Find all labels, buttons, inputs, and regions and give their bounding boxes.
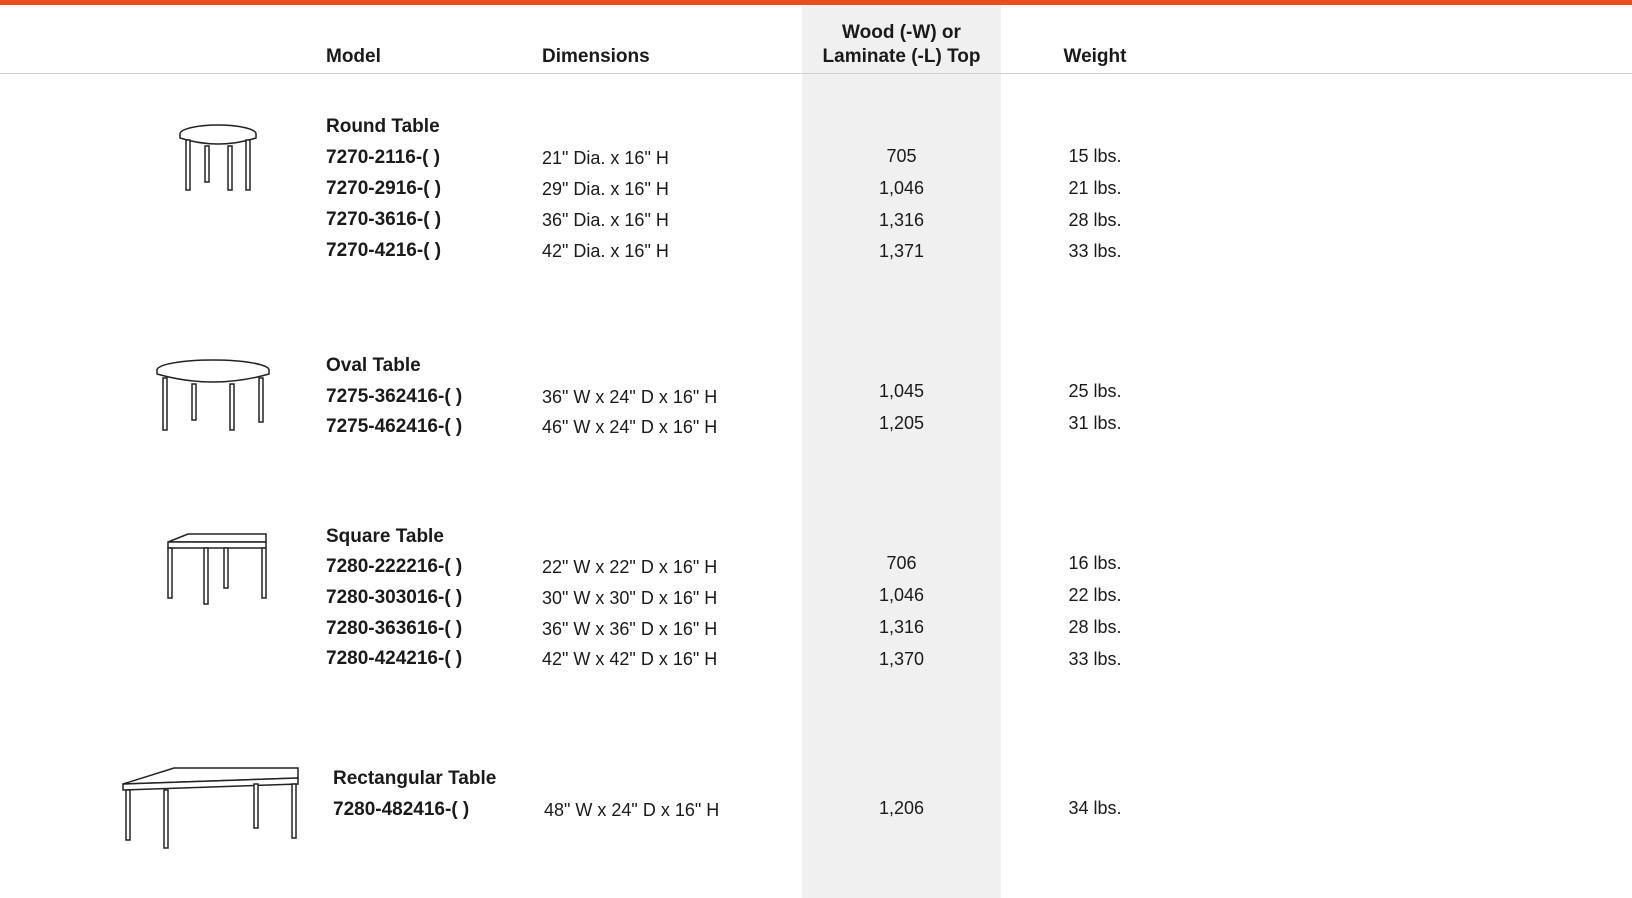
header-model: Model [326, 46, 381, 67]
rectangular-table-icon [122, 767, 299, 849]
price-cell: 1,370 [878, 649, 925, 669]
header-divider [0, 73, 1632, 74]
weight-cell: 33 lbs. [1068, 649, 1122, 669]
model-cell: 7270-2916-( ) [326, 178, 442, 199]
dimensions-cell: 36" Dia. x 16" H [542, 210, 669, 230]
weight-cell: 28 lbs. [1068, 210, 1122, 230]
weight-cell: 22 lbs. [1068, 585, 1122, 605]
dimensions-cell: 46" W x 24" D x 16" H [542, 417, 718, 437]
round-table-icon [179, 124, 257, 191]
price-cell: 1,316 [878, 210, 925, 230]
price-cell: 1,206 [878, 798, 925, 818]
model-cell: 7280-363616-( ) [326, 618, 463, 639]
header-weight: Weight [1063, 46, 1127, 67]
dimensions-cell: 48" W x 24" D x 16" H [544, 800, 720, 820]
group-title-rectangular: Rectangular Table [333, 768, 497, 789]
weight-cell: 25 lbs. [1068, 381, 1122, 401]
dimensions-cell: 42" Dia. x 16" H [542, 241, 669, 261]
dimensions-cell: 29" Dia. x 16" H [542, 179, 669, 199]
model-cell: 7270-4216-( ) [326, 240, 442, 261]
model-cell: 7280-424216-( ) [326, 648, 463, 669]
square-table-icon [167, 533, 267, 605]
weight-cell: 16 lbs. [1068, 553, 1122, 573]
model-cell: 7280-482416-( ) [333, 799, 470, 820]
group-title-round: Round Table [326, 116, 440, 137]
dimensions-cell: 36" W x 36" D x 16" H [542, 619, 718, 639]
model-cell: 7275-462416-( ) [326, 416, 463, 437]
model-cell: 7275-362416-( ) [326, 386, 463, 407]
price-cell: 1,045 [878, 381, 925, 401]
dimensions-cell: 21" Dia. x 16" H [542, 148, 669, 168]
header-price-line2: Laminate (-L) Top [822, 46, 981, 67]
group-title-square: Square Table [326, 526, 444, 547]
model-cell: 7280-303016-( ) [326, 587, 463, 608]
oval-table-icon [156, 359, 270, 431]
price-cell: 1,046 [878, 178, 925, 198]
price-cell: 1,046 [878, 585, 925, 605]
header-price: Wood (-W) or Laminate (-L) Top [802, 21, 1001, 69]
dimensions-cell: 36" W x 24" D x 16" H [542, 387, 718, 407]
dimensions-cell: 22" W x 22" D x 16" H [542, 557, 718, 577]
header-dimensions: Dimensions [542, 46, 650, 67]
weight-cell: 21 lbs. [1068, 178, 1122, 198]
model-cell: 7270-3616-( ) [326, 209, 442, 230]
dimensions-cell: 30" W x 30" D x 16" H [542, 588, 718, 608]
model-cell: 7270-2116-( ) [326, 147, 441, 168]
price-cell: 1,205 [878, 413, 925, 433]
weight-cell: 15 lbs. [1068, 146, 1122, 166]
weight-cell: 28 lbs. [1068, 617, 1122, 637]
price-cell: 1,316 [878, 617, 925, 637]
group-title-oval: Oval Table [326, 355, 421, 376]
weight-cell: 33 lbs. [1068, 241, 1122, 261]
price-cell: 1,371 [878, 241, 925, 261]
dimensions-cell: 42" W x 42" D x 16" H [542, 649, 718, 669]
top-accent-bar [0, 0, 1632, 5]
model-cell: 7280-222216-( ) [326, 556, 463, 577]
price-column-band [802, 5, 1001, 898]
weight-cell: 31 lbs. [1068, 413, 1122, 433]
weight-cell: 34 lbs. [1068, 798, 1122, 818]
header-price-line1: Wood (-W) or [842, 22, 961, 43]
price-cell: 706 [886, 553, 917, 573]
price-cell: 705 [886, 146, 917, 166]
